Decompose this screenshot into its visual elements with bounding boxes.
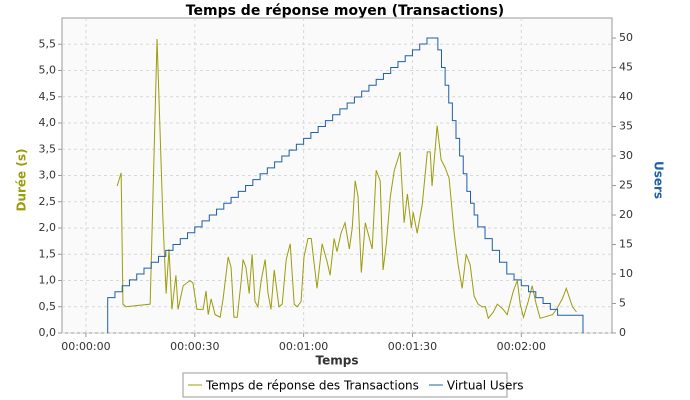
x-tick-label: 00:00:00 bbox=[61, 340, 110, 353]
y-tick-label: 1,5 bbox=[39, 247, 57, 260]
y2-tick-label: 45 bbox=[619, 61, 633, 74]
y-tick-label: 4,0 bbox=[39, 116, 57, 129]
x-tick-label: 00:02:00 bbox=[497, 340, 546, 353]
y2-tick-label: 10 bbox=[619, 267, 633, 280]
legend-label: Temps de réponse des Transactions bbox=[205, 379, 419, 393]
y-axis-title: Durée (s) bbox=[15, 149, 29, 212]
y2-tick-label: 30 bbox=[619, 149, 633, 162]
y-tick-label: 5,5 bbox=[39, 37, 57, 50]
y2-tick-label: 15 bbox=[619, 238, 633, 251]
x-tick-label: 00:01:30 bbox=[388, 340, 437, 353]
plot-area bbox=[61, 17, 613, 334]
y-tick-label: 5,0 bbox=[39, 64, 57, 77]
y2-axis-title: Users bbox=[652, 161, 666, 199]
x-tick-label: 00:01:00 bbox=[279, 340, 328, 353]
series-line bbox=[107, 37, 584, 333]
x-axis-title: Temps bbox=[316, 354, 359, 368]
y-tick-label: 2,0 bbox=[39, 221, 57, 234]
series-line bbox=[116, 38, 577, 320]
y-tick-label: 4,5 bbox=[39, 90, 57, 103]
y-tick-label: 2,5 bbox=[39, 195, 57, 208]
y2-tick-label: 20 bbox=[619, 208, 633, 221]
y2-tick-label: 5 bbox=[619, 297, 626, 310]
legend-label: Virtual Users bbox=[447, 379, 524, 393]
y2-tick-label: 35 bbox=[619, 120, 633, 133]
y2-tick-label: 40 bbox=[619, 90, 633, 103]
x-tick-label: 00:00:30 bbox=[170, 340, 219, 353]
y-tick-label: 3,5 bbox=[39, 142, 57, 155]
y-tick-label: 1,0 bbox=[39, 274, 57, 287]
y-tick-label: 0,0 bbox=[39, 326, 57, 339]
y2-tick-label: 25 bbox=[619, 179, 633, 192]
y2-tick-label: 0 bbox=[619, 326, 626, 339]
y-tick-label: 0,5 bbox=[39, 300, 57, 313]
chart-title: Temps de réponse moyen (Transactions) bbox=[186, 3, 504, 19]
legend bbox=[182, 372, 508, 398]
y-tick-label: 3,0 bbox=[39, 169, 57, 182]
y2-tick-label: 50 bbox=[619, 31, 633, 44]
